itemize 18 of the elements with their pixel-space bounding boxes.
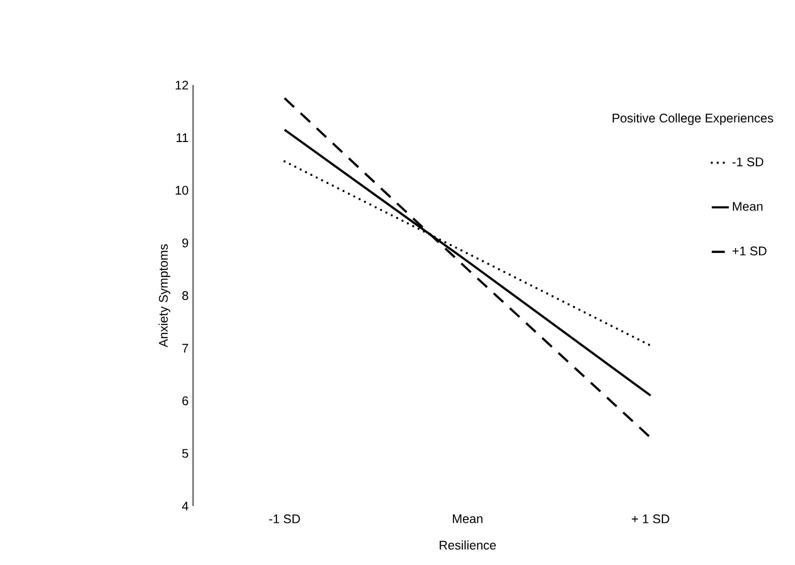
y-tick-label: 5	[182, 449, 188, 458]
y-tick-label: 8	[182, 291, 188, 300]
legend-label: +1 SD	[732, 246, 766, 256]
y-tick-label: 7	[182, 344, 188, 352]
y-tick-label: 9	[182, 238, 188, 248]
legend-title: Positive College Experiences	[612, 113, 774, 125]
legend-label: -1 SD	[732, 157, 764, 166]
x-tick-label: -1 SD	[269, 514, 300, 524]
x-axis-title: Resilience	[440, 540, 496, 550]
y-axis-title: Anxiety Symptoms	[158, 244, 170, 348]
y-tick-label: 12	[176, 80, 188, 90]
x-tick-label: Mean	[452, 514, 482, 524]
y-tick-label: 10	[176, 186, 188, 195]
y-tick-label: 6	[182, 396, 188, 406]
y-tick-label: 4	[182, 502, 188, 510]
legend-label: Mean	[732, 202, 762, 211]
y-tick-label: 11	[176, 133, 188, 142]
x-tick-label: + 1 SD	[632, 514, 670, 524]
